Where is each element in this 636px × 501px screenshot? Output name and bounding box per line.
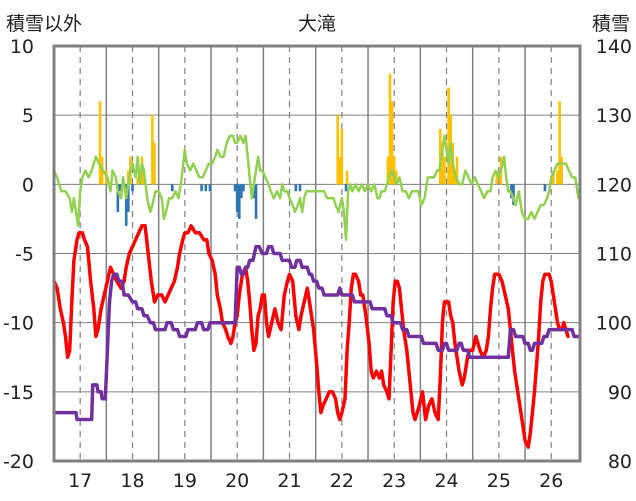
negative-bars-bar xyxy=(254,184,258,219)
precip-bars-bar xyxy=(153,142,156,185)
chart-title: 大滝 xyxy=(298,13,336,35)
negative-bars-bar xyxy=(204,184,208,192)
precip-bars-bar xyxy=(558,101,561,185)
x-tick-label: 25 xyxy=(487,470,511,492)
x-tick-label: 20 xyxy=(225,470,249,492)
x-tick-label: 19 xyxy=(173,470,197,492)
left-axis-title: 積雪以外 xyxy=(6,13,82,35)
negative-bars-bar xyxy=(118,184,122,192)
x-tick-label: 21 xyxy=(277,470,301,492)
red-line xyxy=(52,224,570,449)
x-axis-ticks: 17 18 19 20 21 22 23 24 25 26 xyxy=(68,470,563,492)
negative-bars-bar xyxy=(233,184,237,192)
precip-bars-bar xyxy=(552,170,555,185)
negative-bars-bar xyxy=(124,184,128,226)
green-line xyxy=(52,134,580,241)
left-tick-label: -20 xyxy=(3,451,34,473)
x-tick-label: 18 xyxy=(120,470,144,492)
right-tick-label: 130 xyxy=(596,105,632,127)
precip-bars-bar xyxy=(338,156,342,185)
negative-bars-bar xyxy=(242,184,245,192)
precip-bars-bar xyxy=(495,170,499,185)
precip-bars-bar xyxy=(441,142,444,185)
left-tick-label: 5 xyxy=(22,105,34,127)
negative-bars-bar xyxy=(116,184,120,212)
plot-border xyxy=(52,44,582,463)
left-tick-label: -5 xyxy=(15,244,34,266)
negative-bars-bar xyxy=(543,184,547,192)
left-tick-label: 10 xyxy=(10,36,34,58)
negative-bars-bar xyxy=(200,184,203,192)
precip-bars-bar xyxy=(136,177,140,185)
negative-bars-bar xyxy=(237,184,241,219)
precip-bars-bar xyxy=(455,156,459,185)
precip-bars-bar xyxy=(388,73,392,185)
precip-bars-bar xyxy=(98,101,102,185)
left-tick-label: -15 xyxy=(3,382,34,404)
precip-bars-bar xyxy=(394,170,398,185)
right-tick-label: 140 xyxy=(596,36,632,58)
precip-bars-bar xyxy=(151,115,154,185)
negative-bars-bar xyxy=(235,184,239,212)
negative-bars-bar xyxy=(240,184,243,199)
right-tick-label: 120 xyxy=(596,174,632,196)
right-axis-title: 積雪 xyxy=(592,13,630,35)
x-tick-label: 23 xyxy=(382,470,406,492)
precip-bars-bar xyxy=(386,156,390,185)
precip-bars-bar xyxy=(447,87,450,185)
right-tick-label: 90 xyxy=(608,382,632,404)
negative-bars-bar xyxy=(131,184,134,192)
right-tick-label: 80 xyxy=(608,451,632,473)
negative-bars-bar xyxy=(208,184,212,192)
negative-bars-bar xyxy=(127,184,130,212)
negative-bars-bar xyxy=(298,184,302,192)
negative-bars-bar xyxy=(170,184,174,192)
left-axis-ticks: 10 5 0 -5 -10 -15 -20 xyxy=(3,36,34,473)
x-tick-label: 26 xyxy=(539,470,563,492)
left-tick-label: -10 xyxy=(3,313,34,335)
right-axis-ticks: 140 130 120 110 100 90 80 xyxy=(596,36,632,473)
x-tick-label: 24 xyxy=(434,470,458,492)
right-tick-label: 110 xyxy=(596,244,632,266)
precip-bars-bar xyxy=(340,129,344,185)
precip-bars-bar xyxy=(345,170,349,185)
negative-bars-bar xyxy=(512,184,515,206)
precip-bars-bar xyxy=(336,115,339,185)
right-tick-label: 100 xyxy=(596,313,632,335)
x-tick-label: 17 xyxy=(68,470,92,492)
x-tick-label: 22 xyxy=(330,470,354,492)
purple-line xyxy=(52,244,581,422)
precip-bars-bar xyxy=(443,156,446,185)
left-tick-label: 0 xyxy=(22,174,34,196)
precip-bars-bar xyxy=(556,170,559,185)
negative-bars-bar xyxy=(344,184,348,192)
precip-bars-bar xyxy=(392,156,396,185)
precip-bars-bar xyxy=(390,101,394,185)
line-series xyxy=(52,134,581,449)
precip-bars-bar xyxy=(560,156,563,185)
negative-bars-bar xyxy=(294,184,298,192)
